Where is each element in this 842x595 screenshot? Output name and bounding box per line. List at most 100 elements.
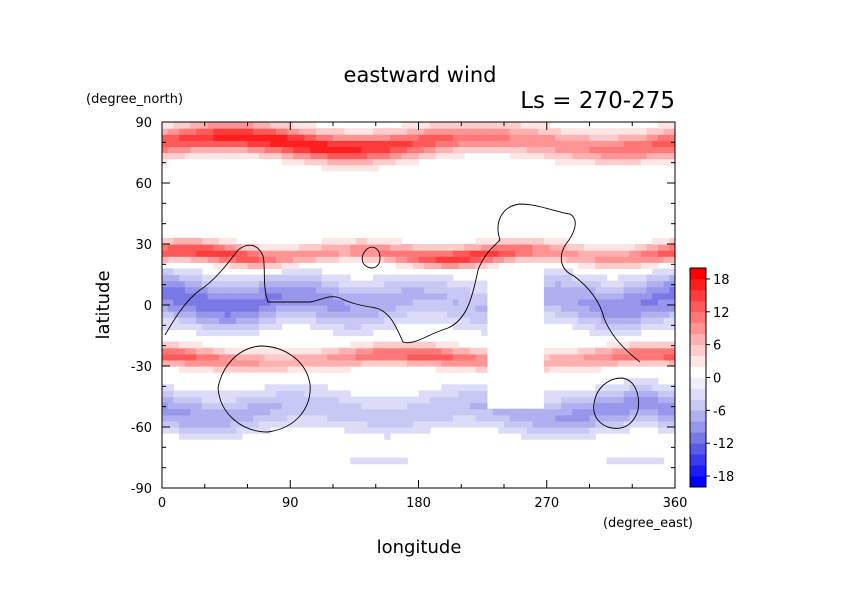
heatmap-cell — [669, 390, 675, 398]
heatmap-cell — [663, 396, 670, 404]
heatmap-cell — [498, 134, 505, 141]
heatmap-cell — [270, 244, 277, 251]
heatmap-cell — [464, 317, 471, 324]
heatmap-cell — [201, 134, 209, 141]
heatmap-cell — [635, 280, 642, 288]
heatmap-cell — [561, 408, 568, 416]
heatmap-cell — [606, 323, 613, 330]
colorbar-tick-label: 12 — [713, 306, 730, 321]
heatmap-cell — [532, 420, 539, 428]
heatmap-cell — [407, 305, 414, 312]
heatmap-cell — [401, 292, 408, 300]
heatmap-cell — [407, 262, 414, 269]
heatmap-cell — [543, 305, 551, 312]
heatmap-cell — [629, 244, 636, 251]
heatmap-cell — [566, 256, 573, 263]
heatmap-cell — [538, 237, 545, 245]
heatmap-cell — [367, 158, 374, 166]
heatmap-cell — [298, 317, 306, 324]
heatmap-cell — [600, 384, 608, 391]
heatmap-cell — [663, 274, 670, 282]
heatmap-cell — [407, 158, 414, 166]
heatmap-cell — [572, 353, 579, 361]
heatmap-cell — [657, 292, 665, 300]
heatmap-cell — [304, 158, 311, 166]
heatmap-cell — [583, 366, 591, 373]
heatmap-cell — [315, 286, 323, 294]
heatmap-cell — [184, 298, 192, 306]
colorbar-swatch — [690, 399, 706, 411]
heatmap-cell — [595, 329, 602, 337]
heatmap-cell — [173, 250, 180, 257]
heatmap-cell — [618, 317, 625, 324]
heatmap-cell — [384, 140, 391, 147]
heatmap-cell — [247, 128, 254, 135]
heatmap-cell — [321, 414, 328, 422]
heatmap-cell — [247, 256, 254, 263]
heatmap-cell — [549, 408, 556, 416]
heatmap-cell — [298, 396, 306, 404]
heatmap-cell — [635, 152, 642, 160]
heatmap-cell — [378, 317, 385, 324]
heatmap-cell — [657, 347, 665, 355]
heatmap-cell — [652, 244, 659, 251]
heatmap-cell — [663, 268, 670, 276]
heatmap-cell — [424, 396, 431, 404]
heatmap-cell — [538, 122, 545, 129]
heatmap-cell — [635, 341, 642, 349]
heatmap-cell — [424, 427, 431, 434]
heatmap-cell — [572, 128, 579, 135]
heatmap-cell — [600, 292, 608, 300]
heatmap-cell — [458, 146, 465, 154]
heatmap-cell — [287, 384, 294, 391]
heatmap-cell — [241, 280, 249, 288]
heatmap-cell — [224, 396, 231, 404]
heatmap-cell — [646, 262, 653, 269]
heatmap-cell — [578, 311, 585, 318]
heatmap-cell — [304, 122, 311, 129]
heatmap-cell — [247, 250, 254, 257]
heatmap-cell — [475, 286, 482, 294]
heatmap-cell — [173, 280, 180, 288]
heatmap-cell — [464, 420, 471, 428]
heatmap-cell — [378, 420, 385, 428]
heatmap-cell — [589, 414, 596, 422]
heatmap-cell — [298, 274, 306, 282]
heatmap-cell — [618, 158, 625, 166]
heatmap-cell — [555, 237, 562, 245]
heatmap-cell — [458, 280, 465, 288]
heatmap-cell — [452, 366, 459, 373]
heatmap-cell — [213, 390, 220, 398]
heatmap-cell — [640, 134, 648, 141]
heatmap-cell — [441, 256, 448, 263]
heatmap-cell — [264, 122, 271, 129]
heatmap-cell — [384, 353, 391, 361]
heatmap-cell — [310, 250, 317, 257]
heatmap-cell — [549, 286, 556, 294]
heatmap-cell — [578, 250, 585, 257]
heatmap-cell — [253, 408, 260, 416]
heatmap-cell — [481, 292, 488, 300]
heatmap-cell — [327, 408, 334, 416]
heatmap-cell — [435, 341, 442, 349]
heatmap-cell — [595, 323, 602, 330]
heatmap-cell — [207, 347, 214, 355]
heatmap-cell — [566, 427, 573, 434]
heatmap-cell — [600, 347, 608, 355]
heatmap-cell — [606, 427, 613, 434]
heatmap-cell — [452, 146, 459, 154]
heatmap-cell — [640, 317, 648, 324]
heatmap-cell — [458, 414, 465, 422]
heatmap-cell — [549, 402, 556, 410]
heatmap-cell — [549, 396, 556, 404]
heatmap-cell — [219, 140, 226, 147]
heatmap-cell — [355, 152, 363, 160]
heatmap-cell — [293, 317, 300, 324]
heatmap-cell — [258, 134, 266, 141]
heatmap-cell — [281, 134, 288, 141]
heatmap-cell — [327, 402, 334, 410]
heatmap-cell — [338, 244, 345, 251]
heatmap-cell — [196, 268, 203, 276]
heatmap-cell — [669, 256, 675, 263]
heatmap-cell — [469, 353, 477, 361]
